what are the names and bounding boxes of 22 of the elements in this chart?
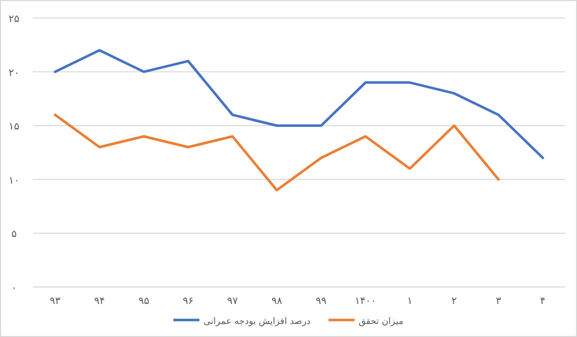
x-tick-label: ۲: [451, 296, 457, 307]
x-tick-label: ۹۳: [50, 296, 62, 307]
x-tick-label: ۳: [496, 296, 502, 307]
x-tick-label: ۹۵: [138, 296, 150, 307]
x-tick-label: ۹۶: [182, 296, 194, 307]
y-tick-label: ۲۵: [8, 14, 20, 25]
y-tick-label: ۵: [11, 229, 17, 240]
y-tick-label: ۱۰: [8, 175, 20, 186]
x-tick-label: ۱۴۰۰: [354, 296, 376, 307]
y-tick-label: ۱۵: [8, 122, 20, 133]
x-tick-label: ۹۷: [227, 296, 238, 307]
y-tick-label: ۲۰: [8, 68, 20, 79]
legend-label: میزان تحقق: [358, 317, 404, 327]
x-tick-label: ۹۴: [94, 296, 105, 307]
x-tick-label: ۴: [540, 296, 546, 307]
y-tick-label: ۰: [11, 283, 17, 294]
line-series: [54, 49, 544, 160]
line-series: [54, 114, 500, 192]
x-tick-label: ۹۹: [316, 296, 327, 307]
x-tick-label: ۹۸: [271, 296, 283, 307]
legend-label: درصد افزایش بودجه عمرانی: [203, 317, 311, 327]
x-tick-label: ۱: [407, 296, 413, 307]
